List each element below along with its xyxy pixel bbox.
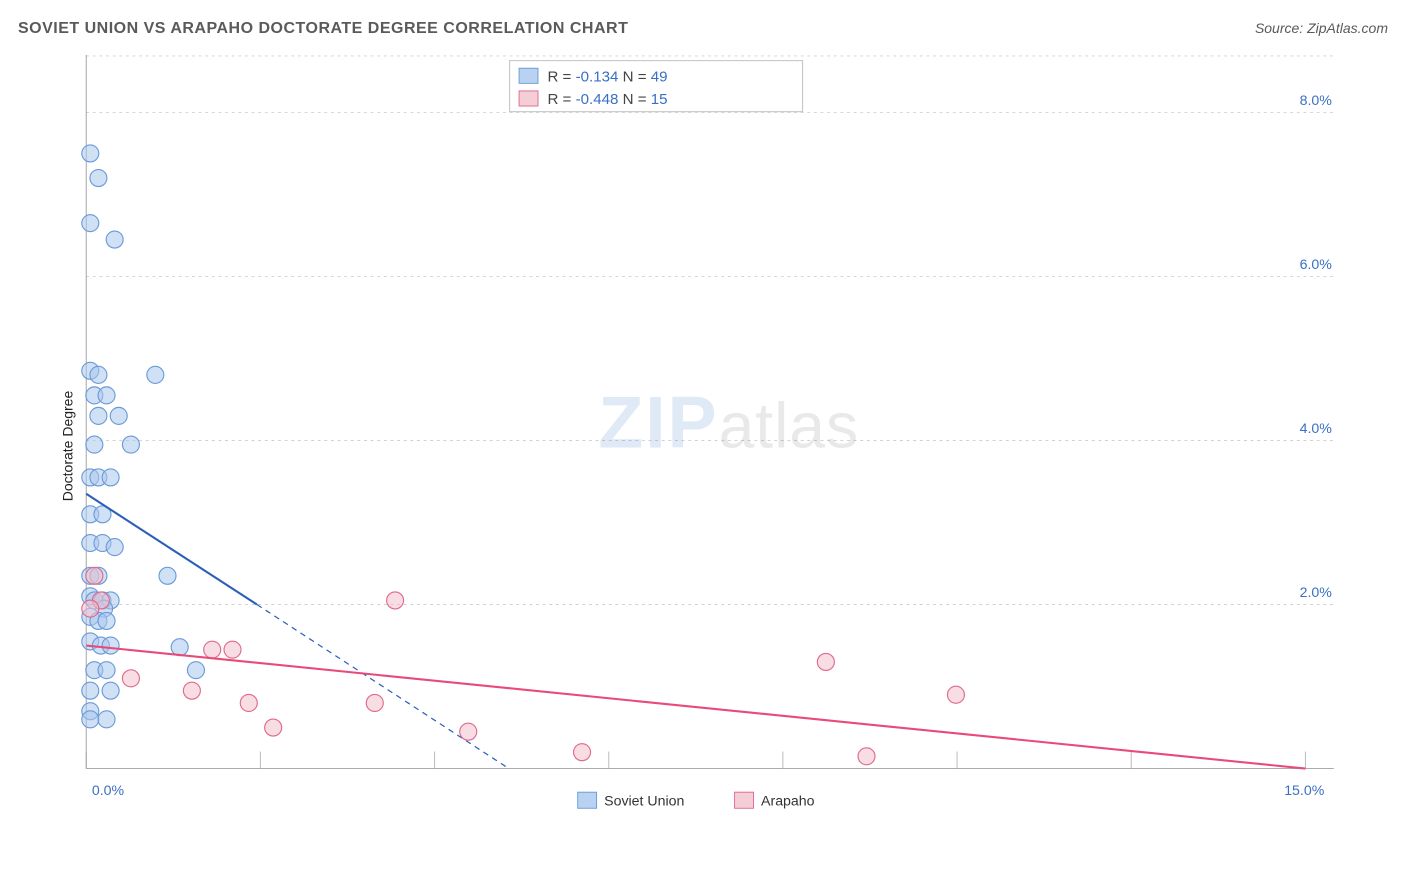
scatter-point <box>102 469 119 486</box>
scatter-point <box>460 723 477 740</box>
svg-text:R = -0.134 N = 49: R = -0.134 N = 49 <box>547 68 667 85</box>
correlation-legend: R = -0.134 N = 49 R = -0.448 N = 15 <box>510 61 803 112</box>
scatter-point <box>265 719 282 736</box>
trend-line-extrapolated <box>257 605 509 769</box>
svg-text:Soviet Union: Soviet Union <box>604 793 684 809</box>
scatter-point <box>147 366 164 383</box>
scatter-point <box>82 145 99 162</box>
scatter-point <box>90 407 107 424</box>
scatter-point <box>159 567 176 584</box>
scatter-point <box>366 694 383 711</box>
scatter-point <box>82 682 99 699</box>
scatter-point <box>90 366 107 383</box>
scatter-point <box>187 662 204 679</box>
scatter-point <box>858 748 875 765</box>
trend-line <box>86 646 1305 769</box>
scatter-point <box>122 436 139 453</box>
scatter-point <box>98 662 115 679</box>
scatter-point <box>183 682 200 699</box>
scatter-point <box>82 711 99 728</box>
scatter-point <box>98 387 115 404</box>
scatter-point <box>98 711 115 728</box>
scatter-point <box>122 670 139 687</box>
svg-text:0.0%: 0.0% <box>92 783 125 799</box>
scatter-point <box>82 215 99 232</box>
scatter-point <box>98 612 115 629</box>
scatter-point <box>90 170 107 187</box>
scatter-point <box>574 744 591 761</box>
chart-title: SOVIET UNION VS ARAPAHO DOCTORATE DEGREE… <box>18 20 628 38</box>
scatter-point <box>102 637 119 654</box>
svg-text:R = -0.448 N = 15: R = -0.448 N = 15 <box>547 91 667 108</box>
series-legend: Soviet Union Arapaho <box>578 792 815 809</box>
svg-text:4.0%: 4.0% <box>1300 421 1333 437</box>
scatter-point <box>102 682 119 699</box>
svg-text:2.0%: 2.0% <box>1300 585 1333 601</box>
svg-text:8.0%: 8.0% <box>1300 93 1333 109</box>
scatter-point <box>86 567 103 584</box>
scatter-point <box>240 694 257 711</box>
svg-text:Arapaho: Arapaho <box>761 793 815 809</box>
svg-text:15.0%: 15.0% <box>1284 783 1325 799</box>
scatter-point <box>106 539 123 556</box>
scatter-point <box>82 600 99 617</box>
scatter-plot: 2.0% 4.0% 6.0% 8.0% 0.0% 15.0% ZIPatlas R = -0.… <box>50 55 1370 830</box>
scatter-point <box>817 653 834 670</box>
scatter-point <box>106 231 123 248</box>
svg-text:6.0%: 6.0% <box>1300 257 1333 273</box>
source-label: Source: ZipAtlas.com <box>1255 20 1388 36</box>
scatter-point <box>224 641 241 658</box>
scatter-point <box>947 686 964 703</box>
scatter-point <box>171 639 188 656</box>
scatter-point <box>204 641 221 658</box>
scatter-point <box>387 592 404 609</box>
scatter-point <box>86 436 103 453</box>
scatter-point <box>110 407 127 424</box>
svg-text:ZIPatlas: ZIPatlas <box>598 380 859 463</box>
